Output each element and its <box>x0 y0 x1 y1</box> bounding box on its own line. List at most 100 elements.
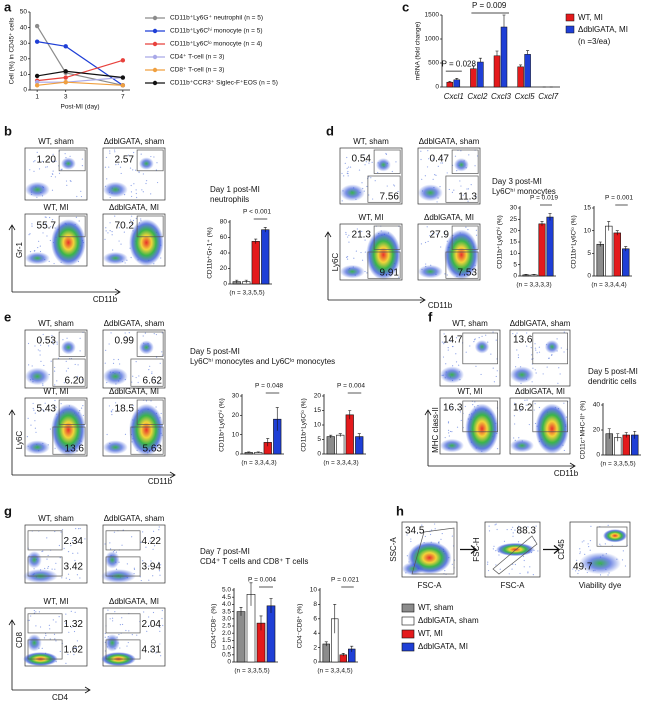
event-dot <box>448 435 450 437</box>
event-dot <box>368 194 370 196</box>
event-dot <box>40 360 42 362</box>
event-dot <box>131 222 133 225</box>
event-dot <box>153 545 156 547</box>
event-dot <box>34 412 36 414</box>
event-dot <box>513 437 515 439</box>
event-dot <box>498 554 500 556</box>
event-dot <box>49 226 52 228</box>
event-dot <box>66 337 68 339</box>
x-axis-label: Viability dye <box>579 581 622 590</box>
y-tick-label: 0 <box>435 84 439 91</box>
y-tick-label: 0 <box>227 659 231 666</box>
error-bar <box>495 50 499 56</box>
event-dot <box>105 349 107 351</box>
event-dot <box>81 378 83 381</box>
x-tick-label: 3 <box>64 94 68 101</box>
gate <box>27 613 63 634</box>
n-label: (n = 3,3,4,3) <box>323 460 358 467</box>
density-blob <box>25 251 50 265</box>
event-dot <box>474 401 476 403</box>
event-dot <box>524 399 526 401</box>
event-dot <box>449 340 451 342</box>
event-dot <box>148 616 150 618</box>
event-dot <box>443 333 445 335</box>
error-bar <box>478 57 482 63</box>
event-dot <box>511 526 514 528</box>
event-dot <box>525 404 527 406</box>
event-dot <box>522 555 525 557</box>
event-dot <box>76 574 79 576</box>
event-dot <box>111 234 113 236</box>
event-dot <box>74 363 76 366</box>
gate <box>367 175 401 203</box>
density-blob <box>60 157 76 170</box>
point <box>34 83 40 88</box>
event-dot <box>75 216 77 218</box>
event-dot <box>475 229 478 231</box>
event-dot <box>434 528 436 530</box>
y-tick-label: 8 <box>313 601 317 608</box>
event-dot <box>478 337 480 339</box>
event-dot <box>161 332 163 334</box>
event-dot <box>26 436 29 438</box>
density-blob <box>453 158 469 172</box>
event-dot <box>109 152 111 154</box>
event-dot <box>364 239 366 241</box>
caption: Day 7 post-MI <box>200 547 250 556</box>
event-dot <box>563 402 565 404</box>
event-dot <box>144 332 146 334</box>
event-dot <box>135 189 137 191</box>
event-dot <box>158 529 160 531</box>
event-dot <box>355 250 357 252</box>
event-dot <box>488 530 491 532</box>
x-tick-label: Cxcl2 <box>467 92 488 101</box>
event-dot <box>436 233 438 235</box>
event-dot <box>487 569 490 572</box>
event-dot <box>113 358 115 361</box>
event-dot <box>432 178 434 181</box>
legend-label: ΔdblGATA, MI <box>418 642 468 651</box>
event-dot <box>104 166 107 168</box>
event-dot <box>475 365 477 367</box>
event-dot <box>447 421 450 423</box>
event-dot <box>136 634 138 636</box>
axis-arrow <box>324 231 426 304</box>
gate-percentage: 21.3 <box>352 230 372 241</box>
event-dot <box>106 178 108 180</box>
event-dot <box>495 523 497 525</box>
y-axis-label: Ly6C <box>15 431 24 450</box>
event-dot <box>152 575 154 577</box>
error-bar <box>448 80 452 83</box>
event-dot <box>583 540 585 542</box>
error-bar <box>532 274 536 276</box>
event-dot <box>104 636 106 638</box>
y-tick-label: 20 <box>314 393 322 400</box>
event-dot <box>148 565 150 567</box>
event-dot <box>133 568 136 570</box>
event-dot <box>455 337 458 339</box>
event-dot <box>161 609 163 612</box>
event-dot <box>49 239 51 242</box>
gate <box>58 215 86 238</box>
event-dot <box>496 370 498 372</box>
legend-marker <box>152 54 158 60</box>
event-dot <box>51 173 54 175</box>
event-dot <box>34 250 36 252</box>
event-dot <box>420 243 423 245</box>
legend-label: CD8⁺ T-cell (n = 3) <box>170 67 224 74</box>
event-dot <box>30 615 32 617</box>
y-tick-label: 10 <box>584 227 592 234</box>
event-dot <box>531 354 533 356</box>
event-dot <box>52 160 54 162</box>
event-dot <box>108 405 111 407</box>
event-dot <box>112 620 114 622</box>
p-value: P = 0.004 <box>337 383 365 390</box>
p-value: P = 0.001 <box>605 195 633 202</box>
gate-percentage: 2.57 <box>115 155 135 166</box>
event-dot <box>434 523 436 525</box>
event-dot <box>35 625 37 627</box>
error-bar <box>519 64 523 67</box>
event-dot <box>72 651 74 653</box>
event-dot <box>111 617 114 619</box>
